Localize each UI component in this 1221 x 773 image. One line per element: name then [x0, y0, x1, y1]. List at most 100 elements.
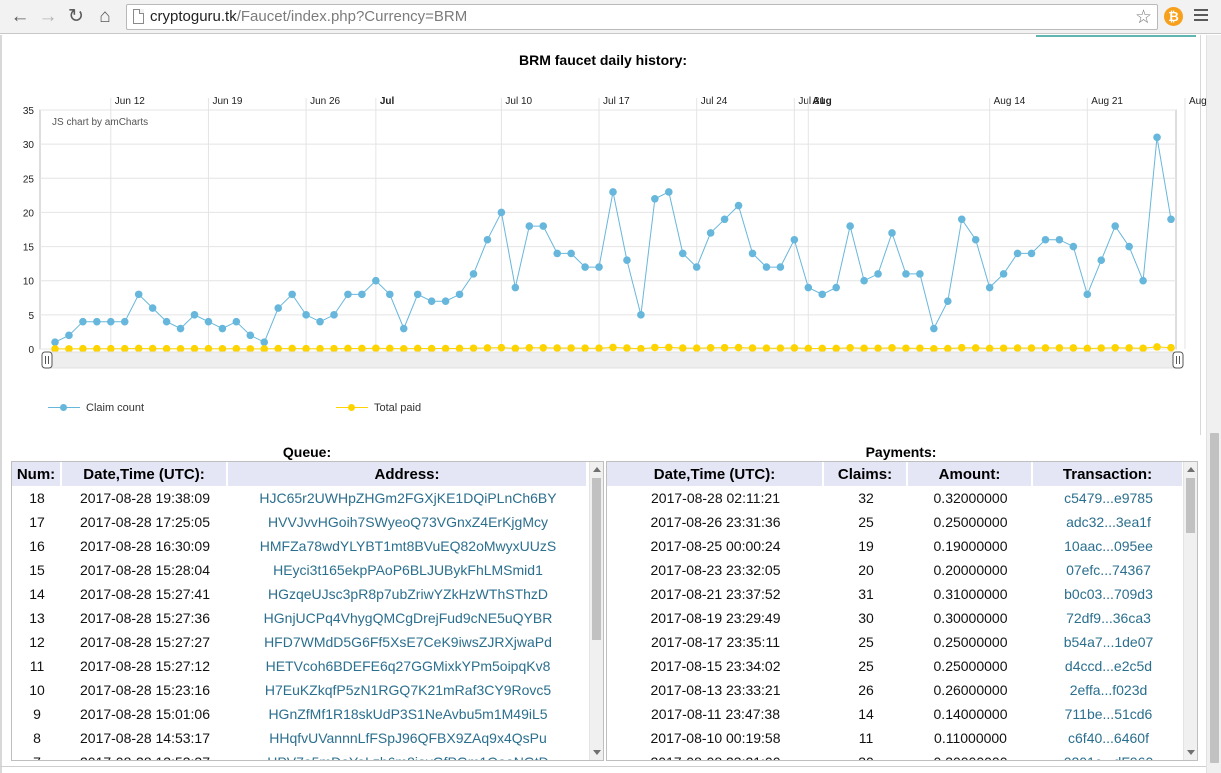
menu-icon[interactable]: [1194, 9, 1208, 23]
forward-arrow-icon[interactable]: →: [38, 6, 58, 27]
url-text[interactable]: cryptoguru.tk/Faucet/index.php?Currency=…: [150, 8, 467, 25]
zoom-handle-left[interactable]: [41, 351, 53, 369]
table-row: 2017-08-23 23:32:05 20 0.20000000 07efc...7…: [607, 558, 1184, 582]
total-paid-point: [204, 344, 213, 353]
link-cell[interactable]: d4ccd...e2c5d: [1064, 658, 1153, 674]
claim-count-point: [1055, 235, 1064, 244]
link-cell[interactable]: c6f40...6460f: [1068, 730, 1149, 746]
table-cell: 0.30000000: [933, 610, 1008, 626]
frame-border: [1200, 35, 1201, 435]
legend-item-claim-count[interactable]: Claim count: [48, 402, 144, 414]
home-icon[interactable]: ⌂: [99, 6, 111, 27]
link-cell[interactable]: HMFZa78wdYLYBT1mt8BVuEQ82oMwyxUUzS: [259, 538, 557, 554]
table-cell: 0.26000000: [933, 682, 1008, 698]
table-cell: 0.19000000: [933, 538, 1008, 554]
x-tick-label: Aug: [812, 96, 831, 107]
table-cell: 31: [858, 586, 874, 602]
total-paid-point: [1097, 344, 1106, 352]
link-cell[interactable]: HGnZfMf1R18skUdP3S1NeAvbu5m1M49iL5: [268, 706, 548, 722]
table-cell: 25: [858, 514, 874, 530]
table-cell: 2017-08-28 15:27:27: [80, 634, 210, 650]
claim-count-point: [1083, 290, 1092, 299]
claim-count-point: [762, 263, 771, 271]
link-cell[interactable]: HPV7a5mDaYaLzh6m8iavGfPGm1QaaNGtD: [228, 750, 588, 760]
link-cell[interactable]: 2effa...f023d: [1069, 682, 1148, 698]
scroll-down-arrow-icon[interactable]: [593, 750, 601, 755]
table-row: 18 2017-08-28 19:38:09 HJC65r2UWHpZHGm2FGX…: [12, 486, 588, 510]
queue-scrollbar[interactable]: [589, 462, 603, 760]
table-cell: 0.11000000: [934, 730, 1007, 746]
link-cell[interactable]: H7EuKZkqfP5zN1RGQ7K21mRaf3CY9Rovc5: [264, 682, 552, 698]
table-cell: 2017-08-28 15:23:16: [80, 682, 210, 698]
table-cell: 10: [29, 682, 45, 698]
table-cell: 25: [858, 634, 874, 650]
legend-label: Claim count: [86, 402, 145, 414]
history-chart: 0 5 10 15 20 25 30 35 Jun 12 Jun 19 Jun 26 Jul Jul 1…: [23, 96, 1206, 369]
link-cell[interactable]: 711be...51cd6: [1064, 706, 1153, 722]
scroll-thumb[interactable]: [1186, 478, 1195, 533]
link-cell[interactable]: b54a7...1de07: [1063, 634, 1154, 650]
page-scrollbar[interactable]: [1206, 35, 1221, 773]
link-cell[interactable]: HEyci3t165ekpPAoP6BLJUBykFhLMSmid1: [273, 562, 543, 578]
back-arrow-icon[interactable]: ←: [10, 6, 30, 27]
link-cell[interactable]: HFD7WMdD5G6Ff5XsE7CeK9iwsZJRXjwaPd: [264, 634, 552, 650]
table-row: 17 2017-08-28 17:25:05 HVVJvvHGoih7SWyeoQ7…: [12, 510, 588, 534]
total-paid-point: [804, 344, 813, 353]
y-tick-label: 35: [23, 106, 35, 117]
reload-icon[interactable]: ↻: [68, 6, 84, 27]
link-cell[interactable]: HVVJvvHGoih7SWyeoQ73VGnxZ4ErKjgMcy: [268, 514, 548, 530]
claim-count-point: [413, 290, 422, 299]
payments-scrollbar[interactable]: [1183, 462, 1197, 760]
table-row: 2017-08-15 23:34:02 25 0.25000000 d4ccd...e…: [607, 654, 1184, 678]
scroll-down-arrow-icon[interactable]: [1187, 750, 1195, 755]
bookmark-star-icon[interactable]: ☆: [1134, 7, 1152, 28]
link-cell[interactable]: adc32...3ea1f: [1066, 514, 1151, 530]
link-cell[interactable]: 0201c...dF960: [1033, 750, 1184, 760]
scroll-up-arrow-icon[interactable]: [593, 467, 601, 472]
claim-count-point: [246, 331, 255, 340]
column-header: Date,Time (UTC):: [62, 462, 228, 486]
scroll-thumb[interactable]: [592, 478, 601, 640]
link-cell[interactable]: b0c03...709d3: [1064, 586, 1153, 602]
queue-header-row: Num: Date,Time (UTC): Address:: [12, 462, 588, 486]
legend-item-total-paid[interactable]: Total paid: [336, 402, 421, 414]
total-paid-point: [483, 344, 492, 352]
bitcoin-extension-icon[interactable]: ₿: [1164, 7, 1183, 26]
link-cell[interactable]: HGnjUCPq4VhygQMCgDrejFud9cNE5uQYBR: [263, 610, 553, 626]
total-paid-point: [734, 343, 743, 352]
claim-count-point: [734, 201, 743, 210]
claim-count-point: [399, 324, 408, 333]
link-cell[interactable]: HETVcoh6BDEFE6q27GGMixkYPm5oipqKv8: [265, 658, 551, 674]
total-paid-point: [511, 344, 520, 353]
column-header: Address:: [228, 462, 588, 486]
link-cell[interactable]: 72df9...36ca3: [1066, 610, 1151, 626]
total-paid-point: [553, 344, 561, 352]
total-paid-point: [441, 344, 450, 353]
link-cell[interactable]: c5479...e9785: [1064, 490, 1153, 506]
frame-border: [0, 35, 2, 773]
link-cell[interactable]: 10aac...095ee: [1064, 538, 1153, 554]
link-cell[interactable]: HHqfvUVannnLfFSpJ96QFBX9ZAq9x4QsPu: [269, 730, 547, 746]
scroll-up-arrow-icon[interactable]: [1187, 467, 1195, 472]
claim-count-point: [706, 229, 715, 237]
table-cell: 2017-08-26 23:31:36: [650, 514, 781, 530]
page-scroll-thumb[interactable]: [1210, 433, 1219, 763]
link-cell[interactable]: HGzqeUJsc3pR8p7ubZriwYZkHzWThSThzD: [267, 586, 549, 602]
claim-count-point: [441, 297, 450, 306]
total-paid-point: [190, 344, 199, 353]
total-paid-point: [218, 344, 227, 353]
y-tick-label: 20: [23, 208, 35, 219]
total-paid-point: [1125, 344, 1133, 352]
address-bar[interactable]: cryptoguru.tk/Faucet/index.php?Currency=…: [126, 4, 1158, 30]
link-cell[interactable]: 07efc...74367: [1066, 562, 1151, 578]
total-paid-point: [678, 344, 687, 352]
table-row: 2017-08-08 23:21:00300.300000000201c...d…: [607, 750, 1184, 760]
total-paid-point: [874, 344, 882, 353]
zoom-handle-right[interactable]: [1172, 351, 1184, 369]
link-cell[interactable]: HJC65r2UWHpZHGm2FGXjKE1DQiPLnCh6BY: [259, 490, 557, 506]
chart-title: BRM faucet daily history:: [518, 52, 688, 68]
total-paid-point: [539, 343, 548, 352]
claim-count-point: [483, 235, 492, 244]
table-row: 2017-08-26 23:31:36 25 0.25000000 adc32...3…: [607, 510, 1184, 534]
total-paid-point: [399, 344, 408, 353]
